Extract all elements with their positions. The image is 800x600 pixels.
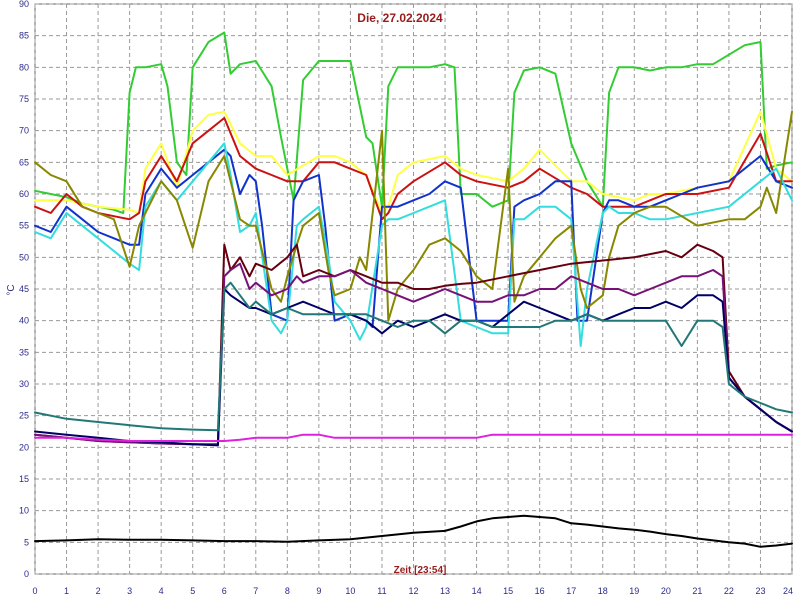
- series-line-7: [34, 243, 793, 446]
- x-tick-label: 7: [253, 586, 258, 596]
- x-tick-label: 11: [377, 586, 386, 596]
- series-line-8: [34, 262, 793, 446]
- x-tick-label: 17: [566, 586, 576, 596]
- x-axis-label: Zeit [23:54]: [394, 565, 447, 576]
- y-tick-label: 40: [19, 316, 29, 326]
- y-tick-label: 70: [19, 126, 29, 136]
- y-tick-label: 45: [19, 284, 29, 294]
- x-tick-label: 2: [96, 586, 101, 596]
- x-tick-label: 13: [440, 586, 450, 596]
- x-tick-label: 3: [127, 586, 132, 596]
- y-tick-label: 50: [19, 252, 29, 262]
- x-tick-label: 6: [222, 586, 227, 596]
- y-tick-label: 20: [19, 442, 29, 452]
- x-tick-label: 19: [629, 586, 639, 596]
- series-line-9: [34, 288, 793, 447]
- x-tick-label: 4: [159, 586, 164, 596]
- x-axis-ticks: 0 1 2 3 4 5 6 7 8 9 10 11 12 13 14 15 16 17 18 19 20 21 22 23 24: [32, 586, 793, 596]
- y-axis-label: °C: [6, 284, 17, 295]
- x-tick-label: 0: [32, 586, 37, 596]
- x-tick-label: 23: [755, 586, 765, 596]
- y-tick-label: 60: [19, 189, 29, 199]
- y-tick-label: 80: [19, 62, 29, 72]
- y-tick-label: 85: [19, 31, 29, 41]
- x-tick-label: 10: [345, 586, 355, 596]
- series-line-11: [34, 433, 793, 442]
- series-line-6: [34, 110, 793, 322]
- y-axis-ticks: 0 5 10 15 20 25 30 35 40 45 50 55 60 65 70 75 80 85 90: [19, 0, 29, 579]
- x-tick-label: 22: [724, 586, 734, 596]
- series-group: [34, 31, 793, 548]
- y-tick-label: 0: [24, 569, 29, 579]
- x-tick-label: 18: [598, 586, 608, 596]
- x-tick-label: 15: [503, 586, 513, 596]
- series-line-12: [34, 514, 793, 548]
- y-tick-label: 30: [19, 379, 29, 389]
- y-tick-label: 65: [19, 157, 29, 167]
- series-line-1: [34, 31, 793, 214]
- y-tick-label: 10: [19, 506, 29, 516]
- x-tick-label: 14: [472, 586, 482, 596]
- x-tick-label: 8: [285, 586, 290, 596]
- x-tick-label: 21: [692, 586, 702, 596]
- y-tick-label: 25: [19, 411, 29, 421]
- y-tick-label: 35: [19, 347, 29, 357]
- y-tick-label: 55: [19, 221, 29, 231]
- y-tick-label: 15: [19, 474, 29, 484]
- x-tick-label: 24: [783, 586, 793, 596]
- series-line-10: [34, 281, 793, 432]
- y-tick-label: 90: [19, 0, 29, 9]
- x-tick-label: 5: [190, 586, 195, 596]
- grid: [34, 3, 793, 575]
- x-tick-label: 16: [535, 586, 545, 596]
- chart-title: Die, 27.02.2024: [357, 11, 443, 25]
- x-tick-label: 12: [408, 586, 418, 596]
- y-tick-label: 5: [24, 537, 29, 547]
- x-tick-label: 1: [64, 586, 69, 596]
- series-line-3: [34, 117, 793, 221]
- x-tick-label: 20: [661, 586, 671, 596]
- x-tick-label: 9: [316, 586, 321, 596]
- y-tick-label: 75: [19, 94, 29, 104]
